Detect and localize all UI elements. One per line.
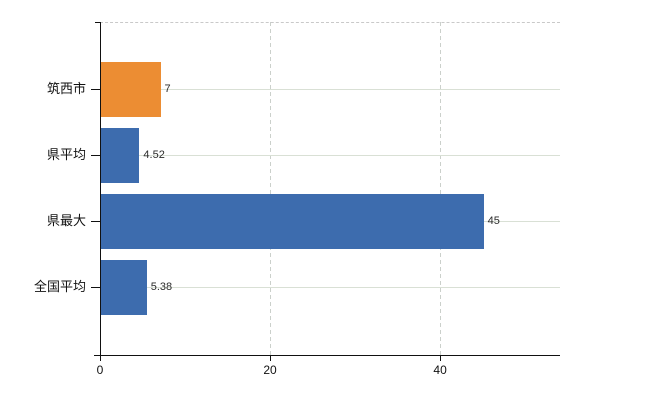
- bar: [101, 194, 484, 249]
- value-label: 5.38: [150, 281, 173, 293]
- value-label: 7: [164, 83, 171, 95]
- category-label: 筑西市: [46, 81, 86, 96]
- x-axis-tick: [100, 355, 101, 361]
- horizontal-gridline: [100, 89, 560, 90]
- vertical-gridline: [440, 22, 442, 355]
- horizontal-gridline: [100, 155, 560, 156]
- y-axis-top-tick: [95, 22, 100, 23]
- category-tick: [91, 155, 100, 156]
- x-axis-tick: [270, 355, 272, 361]
- x-axis-tick-label: 20: [263, 363, 277, 377]
- x-axis-tick-label: 0: [96, 363, 104, 377]
- x-axis-tick: [440, 355, 442, 361]
- vertical-gridline: [270, 22, 272, 355]
- x-axis-line: [94, 355, 560, 356]
- category-label: 全国平均: [33, 279, 86, 294]
- bar: [101, 260, 147, 315]
- value-label: 45: [487, 215, 500, 227]
- value-label: 4.52: [143, 149, 165, 161]
- category-tick: [91, 221, 100, 222]
- bar: [101, 62, 161, 117]
- x-axis-tick-label: 40: [433, 363, 447, 377]
- bar: [101, 128, 140, 183]
- plot-top-border: [100, 22, 560, 23]
- category-tick: [91, 287, 100, 288]
- horizontal-gridline: [100, 287, 560, 288]
- category-tick: [91, 89, 100, 90]
- category-label: 県最大: [46, 213, 86, 228]
- y-axis-line: [100, 22, 101, 355]
- category-label: 県平均: [46, 147, 86, 162]
